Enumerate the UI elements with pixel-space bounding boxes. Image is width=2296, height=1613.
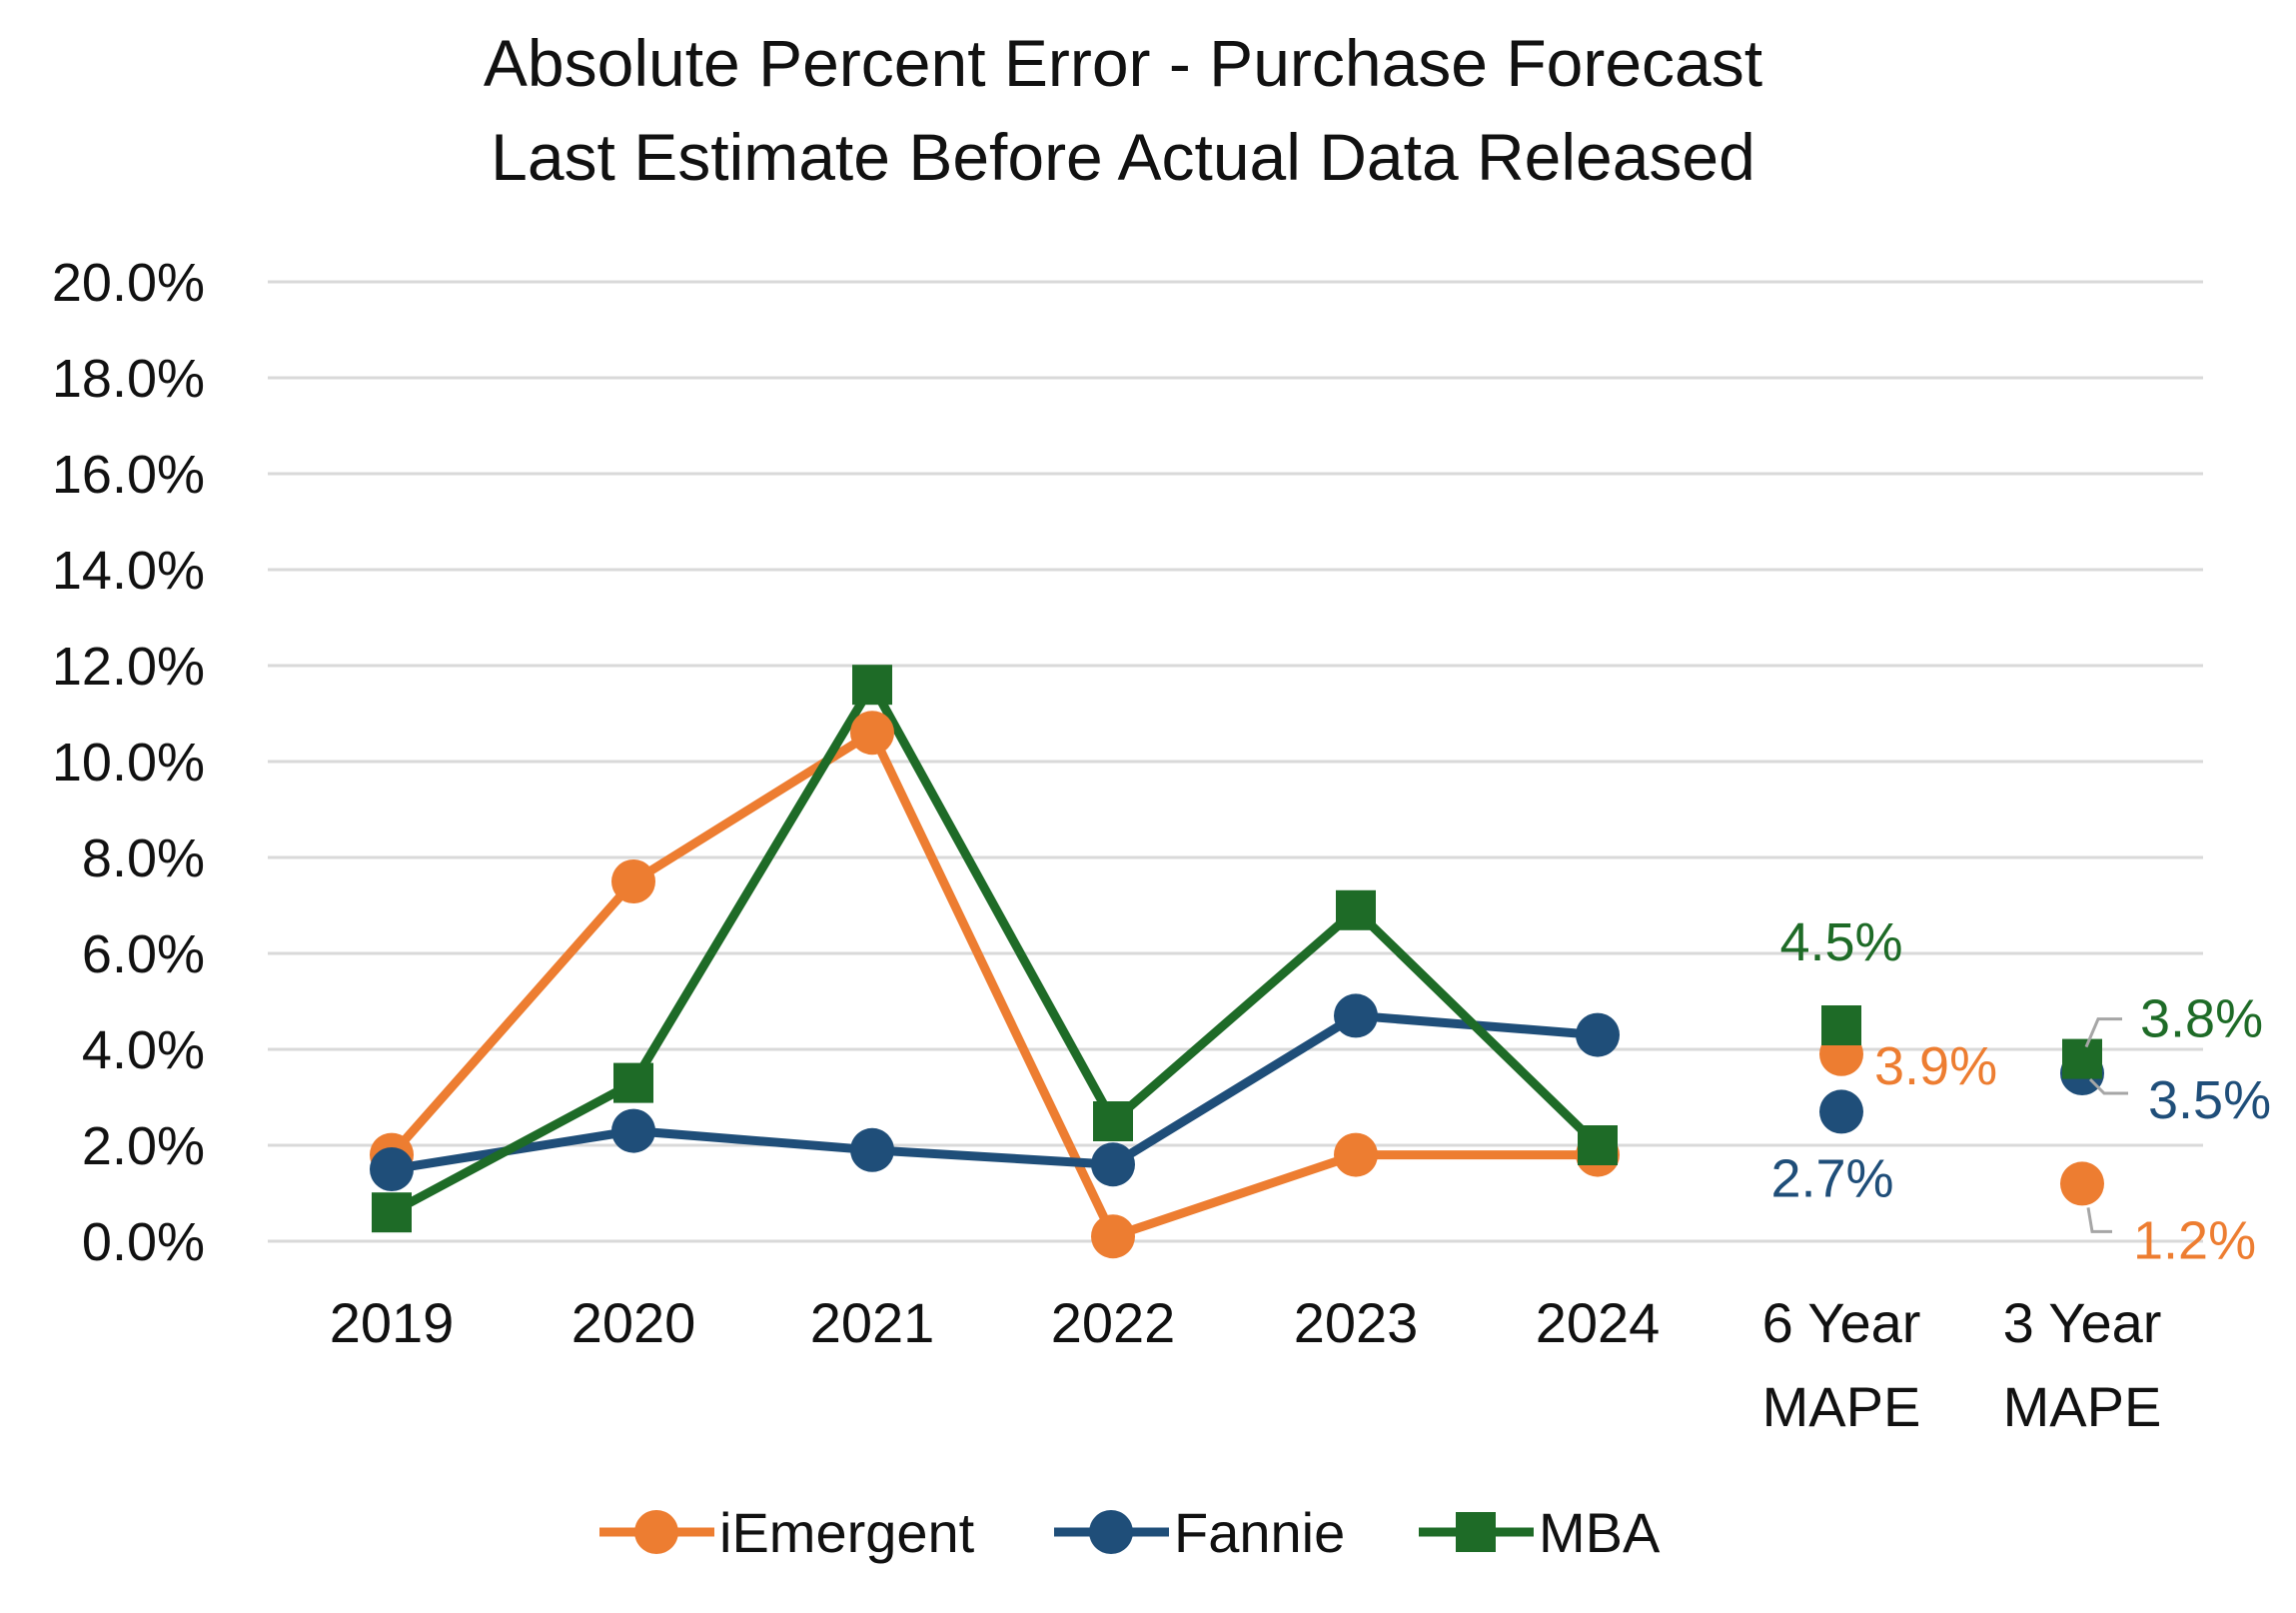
marker-iemergent: [1091, 1214, 1135, 1259]
leader-line: [2086, 1207, 2112, 1233]
y-tick-label: 20.0%: [52, 253, 205, 313]
chart-title-line-2: Last Estimate Before Actual Data Release…: [491, 120, 1755, 194]
x-tick-label: MAPE: [2003, 1375, 2162, 1438]
data-label-fannie: 3.5%: [2148, 1070, 2271, 1130]
marker-fannie: [611, 1108, 655, 1153]
marker-fannie: [1576, 1012, 1620, 1057]
x-tick-label: 2021: [810, 1291, 935, 1354]
legend-label-mba: MBA: [1539, 1501, 1661, 1564]
mape-marker-mba: [1821, 1005, 1861, 1045]
mape-marker-iemergent: [2060, 1161, 2104, 1206]
data-label-iemergent: 1.2%: [2133, 1210, 2256, 1270]
marker-fannie: [850, 1127, 894, 1172]
marker-mba: [1093, 1101, 1133, 1141]
y-tick-label: 10.0%: [52, 733, 205, 793]
series-line-fannie: [391, 1010, 1599, 1174]
y-tick-label: 2.0%: [82, 1116, 205, 1176]
legend-marker-fannie: [1089, 1510, 1133, 1554]
leader-line: [2084, 1017, 2122, 1048]
data-label-fannie: 2.7%: [1770, 1148, 1893, 1208]
marker-mba: [1336, 889, 1376, 930]
y-tick-label: 14.0%: [52, 541, 205, 601]
x-tick-label: 3 Year: [2003, 1291, 2162, 1354]
x-tick-label: 2023: [1294, 1291, 1419, 1354]
marker-iemergent: [1334, 1132, 1378, 1177]
y-tick-label: 0.0%: [82, 1212, 205, 1272]
x-tick-label: MAPE: [1762, 1375, 1921, 1438]
marker-mba: [613, 1062, 653, 1103]
x-tick-label: 2022: [1051, 1291, 1176, 1354]
y-tick-label: 16.0%: [52, 445, 205, 505]
mape-marker-fannie: [1819, 1089, 1863, 1134]
legend-label-iemergent: iEmergent: [719, 1501, 975, 1564]
marker-mba: [1578, 1125, 1618, 1165]
legend-marker-mba: [1456, 1512, 1496, 1552]
chart-title-line-1: Absolute Percent Error - Purchase Foreca…: [484, 26, 1762, 100]
y-tick-label: 18.0%: [52, 349, 205, 409]
series-line-iemergent: [388, 728, 1598, 1241]
marker-iemergent: [611, 859, 655, 903]
leader-line: [2088, 1077, 2128, 1095]
data-label-mba: 4.5%: [1779, 912, 1902, 972]
data-label-mba: 3.8%: [2140, 989, 2263, 1049]
data-label-iemergent: 3.9%: [1874, 1036, 1997, 1096]
legend-marker-iemergent: [634, 1510, 678, 1554]
y-tick-label: 12.0%: [52, 637, 205, 697]
marker-fannie: [370, 1147, 414, 1191]
x-tick-label: 2020: [572, 1291, 696, 1354]
x-tick-label: 6 Year: [1762, 1291, 1921, 1354]
mape-marker-mba: [2062, 1038, 2102, 1079]
series-line-mba: [389, 680, 1602, 1217]
marker-iemergent: [850, 711, 894, 756]
y-tick-label: 8.0%: [82, 828, 205, 888]
marker-fannie: [1334, 993, 1378, 1038]
x-tick-label: 2019: [330, 1291, 455, 1354]
x-tick-label: 2024: [1536, 1291, 1661, 1354]
marker-mba: [372, 1192, 412, 1233]
marker-fannie: [1091, 1142, 1135, 1187]
y-tick-label: 4.0%: [82, 1020, 205, 1080]
y-tick-label: 6.0%: [82, 924, 205, 984]
legend-label-fannie: Fannie: [1174, 1501, 1345, 1564]
marker-mba: [852, 665, 892, 706]
